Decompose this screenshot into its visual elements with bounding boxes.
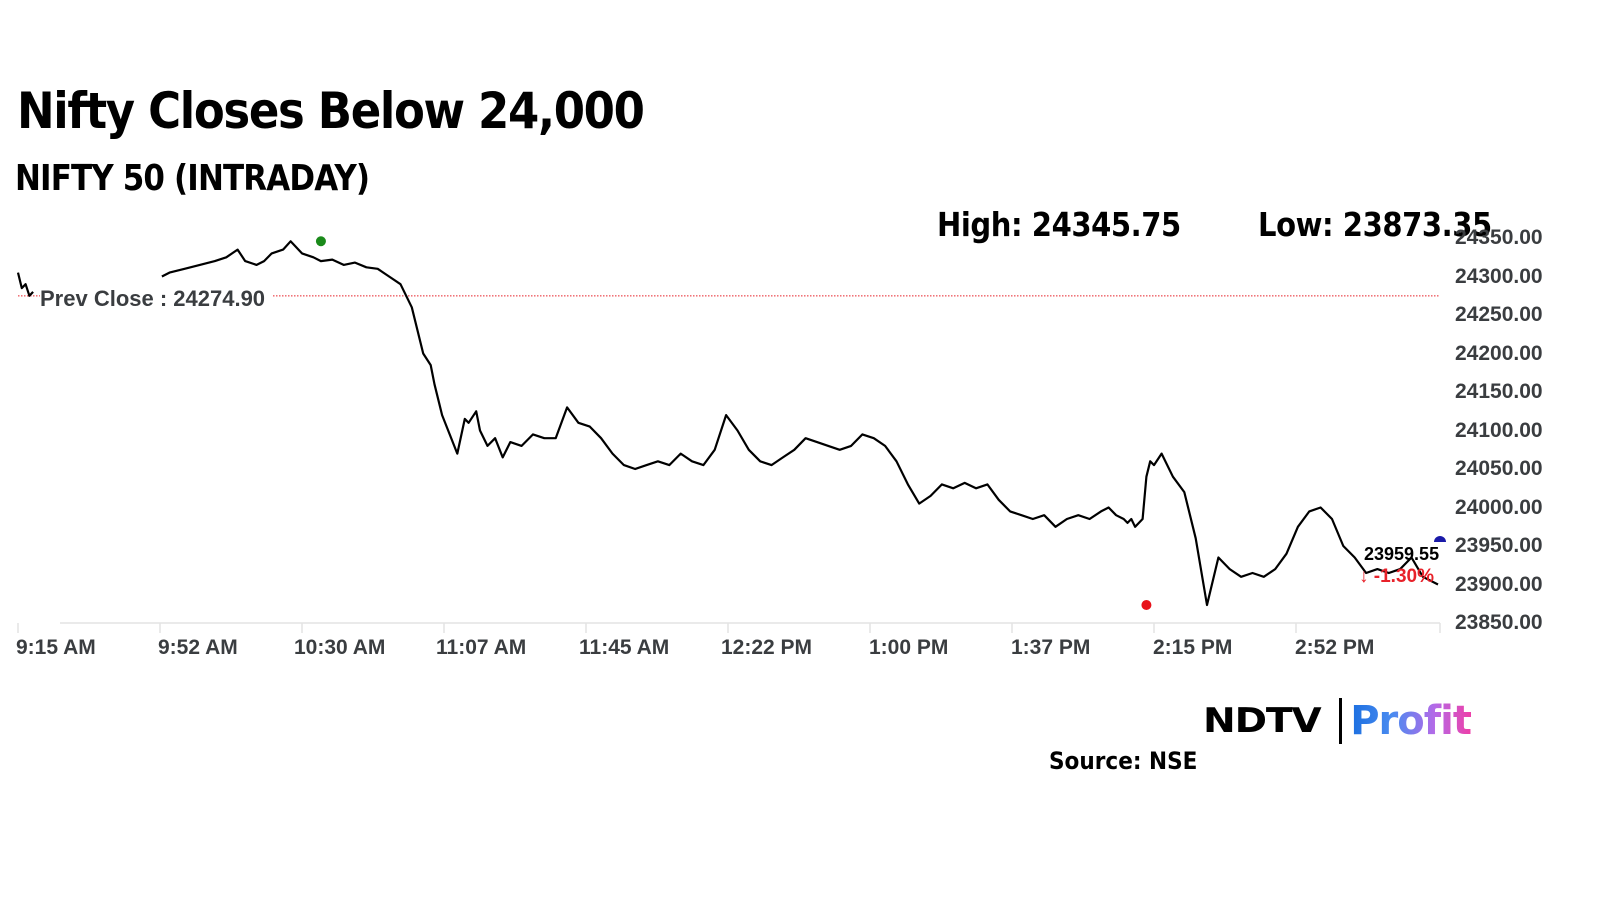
y-tick-label: 24100.00 (1455, 418, 1543, 442)
y-tick-label: 24150.00 (1455, 380, 1543, 403)
price-line (16, 272, 34, 297)
high-label: High: 24345.75 (937, 205, 1181, 244)
x-tick-label: 2:15 PM (1153, 636, 1233, 659)
change-label: ↓ -1.30% (1359, 566, 1434, 587)
ndtv-wordmark: NDTV (1203, 701, 1322, 741)
last-price-marker (1434, 536, 1446, 542)
x-tick-label: 10:30 AM (294, 636, 386, 659)
y-tick-label: 23850.00 (1455, 611, 1543, 634)
chart-title: Nifty Closes Below 24,000 (17, 82, 645, 140)
x-tick-label: 9:52 AM (158, 636, 238, 659)
y-tick-label: 24300.00 (1455, 264, 1543, 288)
x-tick-label: 9:15 AM (16, 636, 96, 659)
x-tick-label: 11:45 AM (579, 636, 670, 659)
y-tick-label: 23950.00 (1455, 534, 1543, 557)
profit-wordmark: Profit (1350, 698, 1472, 744)
low-marker (1141, 600, 1152, 611)
x-tick-label: 1:37 PM (1011, 636, 1091, 659)
y-tick-label: 24250.00 (1455, 303, 1543, 326)
chart-subtitle: NIFTY 50 (INTRADAY) (15, 158, 370, 199)
price-line (161, 240, 1439, 607)
low-label: Low: 23873.35 (1258, 205, 1492, 244)
y-tick-label: 23900.00 (1455, 572, 1543, 596)
y-tick-label: 24200.00 (1455, 341, 1543, 365)
y-tick-label: 24050.00 (1455, 457, 1543, 480)
x-tick-label: 12:22 PM (721, 636, 813, 659)
ndtv-profit-logo: NDTV Profit (1203, 696, 1472, 746)
x-tick-label: 1:00 PM (869, 636, 949, 659)
prev-close-label: Prev Close : 24274.90 (40, 286, 274, 312)
x-tick-label: 11:07 AM (436, 636, 527, 659)
high-marker (315, 236, 326, 247)
x-axis-ticks (17, 623, 1441, 633)
y-tick-label: 24000.00 (1455, 495, 1543, 519)
y-tick-label: 24350.00 (1455, 226, 1543, 249)
logo-divider (1339, 698, 1343, 744)
source-label: Source: NSE (1049, 747, 1198, 775)
last-price-label: 23959.55 (1364, 544, 1440, 564)
x-tick-label: 2:52 PM (1295, 636, 1375, 659)
